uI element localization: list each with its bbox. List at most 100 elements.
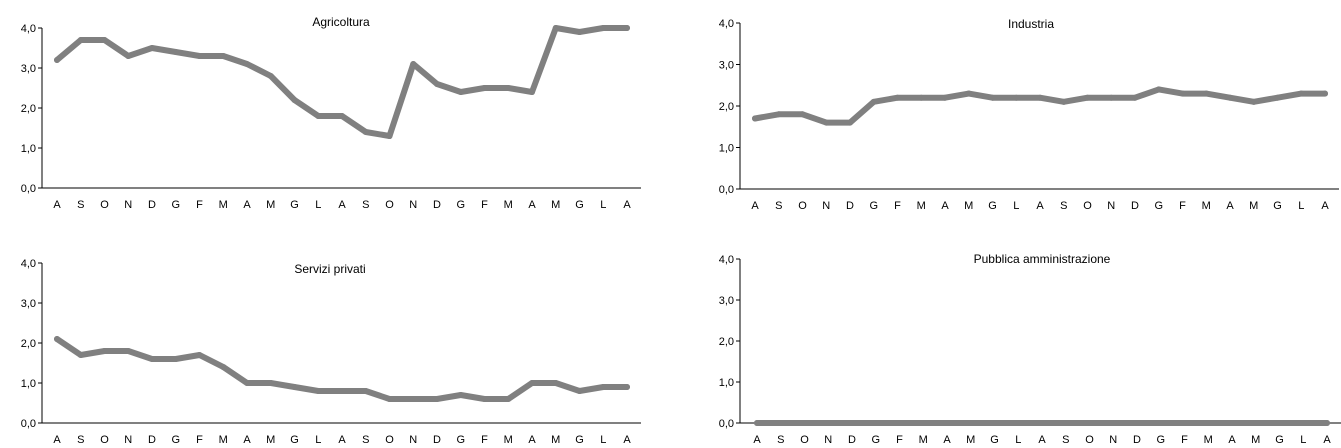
data-point — [244, 380, 250, 386]
y-tick-label: 0,0 — [719, 184, 734, 196]
data-point — [1322, 90, 1328, 97]
x-tick-label: S — [1062, 434, 1069, 446]
x-tick-label: G — [290, 434, 299, 446]
data-point — [991, 420, 998, 426]
x-tick-label: M — [504, 434, 513, 446]
data-point — [1108, 94, 1115, 101]
y-tick-label: 1,0 — [21, 143, 36, 155]
x-tick-label: M — [1202, 200, 1211, 212]
x-tick-label: M — [1204, 434, 1213, 446]
x-tick-label: M — [1251, 434, 1260, 446]
y-tick-label: 4,0 — [719, 18, 734, 30]
data-point — [1227, 94, 1233, 101]
x-tick-label: A — [243, 434, 251, 446]
x-tick-label: O — [385, 199, 394, 211]
data-point — [220, 53, 227, 59]
x-tick-label: A — [1323, 434, 1331, 446]
data-point — [1274, 94, 1281, 101]
data-point — [918, 94, 925, 101]
data-point — [849, 420, 855, 426]
x-tick-label: L — [1298, 200, 1304, 212]
x-tick-label: A — [943, 434, 951, 446]
data-point — [775, 111, 782, 118]
data-point — [505, 85, 512, 91]
data-point — [505, 396, 512, 402]
data-point — [77, 352, 84, 358]
x-tick-label: F — [481, 199, 488, 211]
x-tick-label: L — [315, 434, 321, 446]
data-point — [386, 133, 393, 139]
data-point — [101, 37, 108, 43]
data-point — [942, 94, 948, 101]
x-tick-label: L — [315, 199, 321, 211]
x-tick-label: O — [1085, 434, 1094, 446]
data-point — [362, 129, 369, 135]
x-tick-label: S — [362, 434, 369, 446]
x-tick-label: F — [1179, 200, 1186, 212]
x-tick-label: N — [409, 199, 417, 211]
x-tick-label: A — [528, 434, 536, 446]
x-tick-label: O — [800, 434, 809, 446]
x-tick-label: G — [575, 199, 584, 211]
x-tick-label: G — [171, 199, 180, 211]
x-tick-label: N — [124, 434, 132, 446]
data-point — [434, 396, 440, 402]
x-tick-label: D — [433, 434, 441, 446]
data-point — [196, 352, 203, 358]
x-tick-label: A — [53, 434, 61, 446]
data-point — [600, 25, 607, 31]
data-point — [944, 420, 950, 426]
data-point — [989, 94, 996, 101]
chart-title: Industria — [1008, 17, 1054, 31]
y-tick-label: 2,0 — [21, 103, 36, 115]
data-point — [1015, 420, 1022, 426]
data-point — [1086, 420, 1093, 426]
y-tick-label: 1,0 — [719, 143, 734, 155]
data-point — [1110, 420, 1117, 426]
data-point — [752, 115, 758, 122]
x-tick-label: M — [266, 199, 275, 211]
x-tick-label: L — [1015, 434, 1021, 446]
data-point — [870, 98, 877, 105]
x-tick-label: N — [124, 199, 132, 211]
x-tick-label: D — [848, 434, 856, 446]
data-point — [777, 420, 784, 426]
x-tick-label: A — [1036, 200, 1044, 212]
chart-2: Industria 0,0 1,0 2,0 3,0 4,0 A S O N D G F M A M G L A S O N… — [719, 17, 1339, 212]
x-tick-label: D — [148, 434, 156, 446]
x-tick-label: M — [266, 434, 275, 446]
chart-title: Agricoltura — [312, 15, 370, 29]
data-point — [1134, 420, 1140, 426]
x-tick-label: A — [1321, 200, 1329, 212]
x-tick-label: A — [1038, 434, 1046, 446]
x-tick-label: A — [623, 199, 631, 211]
x-tick-label: A — [338, 199, 346, 211]
x-tick-label: F — [1181, 434, 1188, 446]
data-point — [576, 29, 583, 35]
data-point — [552, 380, 559, 386]
x-tick-label: A — [753, 434, 761, 446]
data-point — [1205, 420, 1212, 426]
x-tick-label: L — [1300, 434, 1306, 446]
x-tick-label: O — [100, 434, 109, 446]
data-point — [1060, 98, 1067, 105]
x-tick-label: A — [338, 434, 346, 446]
x-tick-label: A — [528, 199, 536, 211]
x-tick-label: G — [290, 199, 299, 211]
x-tick-label: G — [1154, 200, 1163, 212]
x-tick-label: M — [551, 434, 560, 446]
x-tick-label: A — [53, 199, 61, 211]
data-point — [754, 420, 760, 426]
x-tick-label: S — [77, 199, 84, 211]
data-point — [965, 90, 972, 97]
x-tick-label: M — [964, 200, 973, 212]
data-point — [149, 356, 155, 362]
x-tick-label: G — [871, 434, 880, 446]
data-point — [1203, 90, 1210, 97]
y-tick-label: 4,0 — [21, 23, 36, 35]
data-point — [339, 113, 345, 119]
x-tick-label: A — [941, 200, 949, 212]
x-tick-label: N — [824, 434, 832, 446]
x-tick-label: N — [1107, 200, 1115, 212]
data-point — [799, 111, 806, 118]
